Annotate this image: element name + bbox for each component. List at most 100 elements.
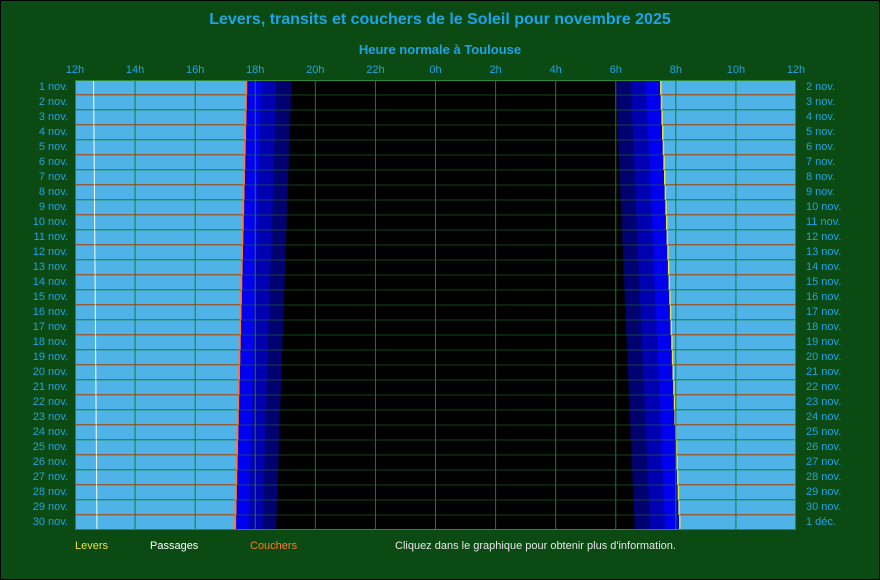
- plot-border: [75, 80, 796, 530]
- daylight-morning: [679, 515, 796, 530]
- morning-twilight-band: [628, 380, 644, 395]
- evening-twilight-band: [237, 440, 251, 455]
- evening-twilight-band: [255, 275, 271, 290]
- daylight-morning: [667, 230, 796, 245]
- evening-twilight-band: [265, 425, 280, 440]
- morning-twilight-band: [634, 170, 650, 185]
- daylight-afternoon: [75, 185, 244, 200]
- morning-twilight-band: [655, 305, 671, 320]
- daylight-afternoon: [75, 125, 246, 140]
- daylight-morning: [663, 140, 796, 155]
- evening-twilight-band: [256, 260, 271, 275]
- morning-twilight-band: [648, 485, 664, 500]
- evening-twilight-band: [265, 410, 280, 425]
- x-tick-label: 22h: [366, 64, 385, 76]
- evening-twilight-band: [237, 425, 252, 440]
- morning-twilight-band: [650, 185, 666, 200]
- daylight-afternoon: [75, 95, 246, 110]
- x-tick-label: 0h: [429, 64, 442, 76]
- daylight-afternoon: [75, 365, 239, 380]
- evening-twilight-band: [262, 515, 277, 530]
- left-day-label: 11 nov.: [33, 231, 68, 243]
- morning-twilight-band: [641, 335, 657, 350]
- right-day-label: 22 nov.: [806, 381, 842, 393]
- left-day-label: 16 nov.: [32, 306, 68, 318]
- evening-twilight-band: [275, 95, 291, 110]
- daylight-afternoon: [75, 425, 238, 440]
- left-day-label: 25 nov.: [32, 441, 68, 453]
- legend-rise: Levers: [75, 540, 109, 552]
- morning-twilight-band: [624, 290, 640, 305]
- morning-twilight-band: [647, 125, 663, 140]
- daylight-morning: [679, 500, 796, 515]
- evening-twilight-band: [240, 290, 256, 305]
- morning-twilight-band: [654, 275, 670, 290]
- evening-twilight-band: [267, 350, 282, 365]
- evening-twilight-band: [273, 155, 289, 170]
- morning-twilight-band: [652, 245, 668, 260]
- morning-twilight-band: [632, 470, 648, 485]
- morning-twilight-band: [637, 230, 653, 245]
- legend-set: Couchers: [250, 540, 298, 552]
- left-day-label: 29 nov.: [32, 501, 68, 513]
- morning-twilight-band: [635, 185, 651, 200]
- morning-twilight-band: [623, 260, 639, 275]
- right-day-label: 5 nov.: [806, 126, 836, 138]
- morning-twilight-band: [634, 515, 650, 530]
- morning-twilight-band: [648, 140, 664, 155]
- daylight-morning: [661, 95, 796, 110]
- evening-twilight-band: [271, 230, 287, 245]
- daylight-morning: [662, 110, 796, 125]
- morning-twilight-band: [646, 455, 663, 470]
- morning-twilight-band: [661, 440, 677, 455]
- x-tick-label: 10h: [726, 64, 746, 76]
- evening-twilight-band: [244, 140, 260, 155]
- left-day-label: 26 nov.: [32, 456, 68, 468]
- morning-twilight-band: [654, 290, 670, 305]
- left-day-label: 19 nov.: [32, 351, 68, 363]
- evening-twilight-band: [272, 215, 287, 230]
- evening-twilight-band: [253, 365, 268, 380]
- daylight-afternoon: [75, 110, 246, 125]
- morning-twilight-band: [659, 395, 675, 410]
- left-day-label: 4 nov.: [38, 126, 68, 138]
- evening-twilight-band: [271, 245, 286, 260]
- evening-twilight-band: [237, 410, 252, 425]
- right-day-label: 30 nov.: [806, 501, 842, 513]
- evening-twilight-band: [269, 290, 285, 305]
- morning-twilight-band: [647, 470, 663, 485]
- daylight-afternoon: [75, 305, 241, 320]
- daylight-afternoon: [75, 485, 236, 500]
- daylight-afternoon: [75, 470, 237, 485]
- daylight-morning: [672, 350, 796, 365]
- evening-twilight-band: [274, 125, 290, 140]
- right-day-label: 13 nov.: [806, 246, 842, 258]
- daylight-afternoon: [75, 350, 240, 365]
- morning-twilight-band: [632, 110, 648, 125]
- morning-twilight-band: [656, 320, 672, 335]
- morning-twilight-band: [642, 350, 658, 365]
- morning-twilight-band: [652, 230, 668, 245]
- morning-twilight-band: [649, 515, 665, 530]
- evening-twilight-band: [236, 470, 251, 485]
- morning-twilight-band: [625, 305, 641, 320]
- daylight-morning: [662, 125, 796, 140]
- left-day-label: 12 nov.: [32, 246, 68, 258]
- morning-twilight-band: [647, 110, 663, 125]
- evening-twilight-band: [240, 320, 255, 335]
- x-tick-label: 16h: [185, 64, 205, 76]
- morning-twilight-band: [641, 320, 657, 335]
- morning-twilight-band: [633, 140, 649, 155]
- left-day-label: 18 nov.: [32, 336, 68, 348]
- morning-twilight-band: [645, 425, 661, 440]
- left-day-label: 28 nov.: [32, 486, 68, 498]
- right-day-label: 21 nov.: [806, 366, 842, 378]
- daylight-afternoon: [75, 80, 247, 95]
- daylight-morning: [673, 365, 796, 380]
- evening-twilight-band: [238, 395, 253, 410]
- daylight-morning: [664, 155, 796, 170]
- right-day-label: 29 nov.: [806, 486, 842, 498]
- right-day-label: 3 nov.: [806, 96, 836, 108]
- morning-twilight-band: [657, 350, 673, 365]
- sun-chart-plot[interactable]: [75, 80, 796, 530]
